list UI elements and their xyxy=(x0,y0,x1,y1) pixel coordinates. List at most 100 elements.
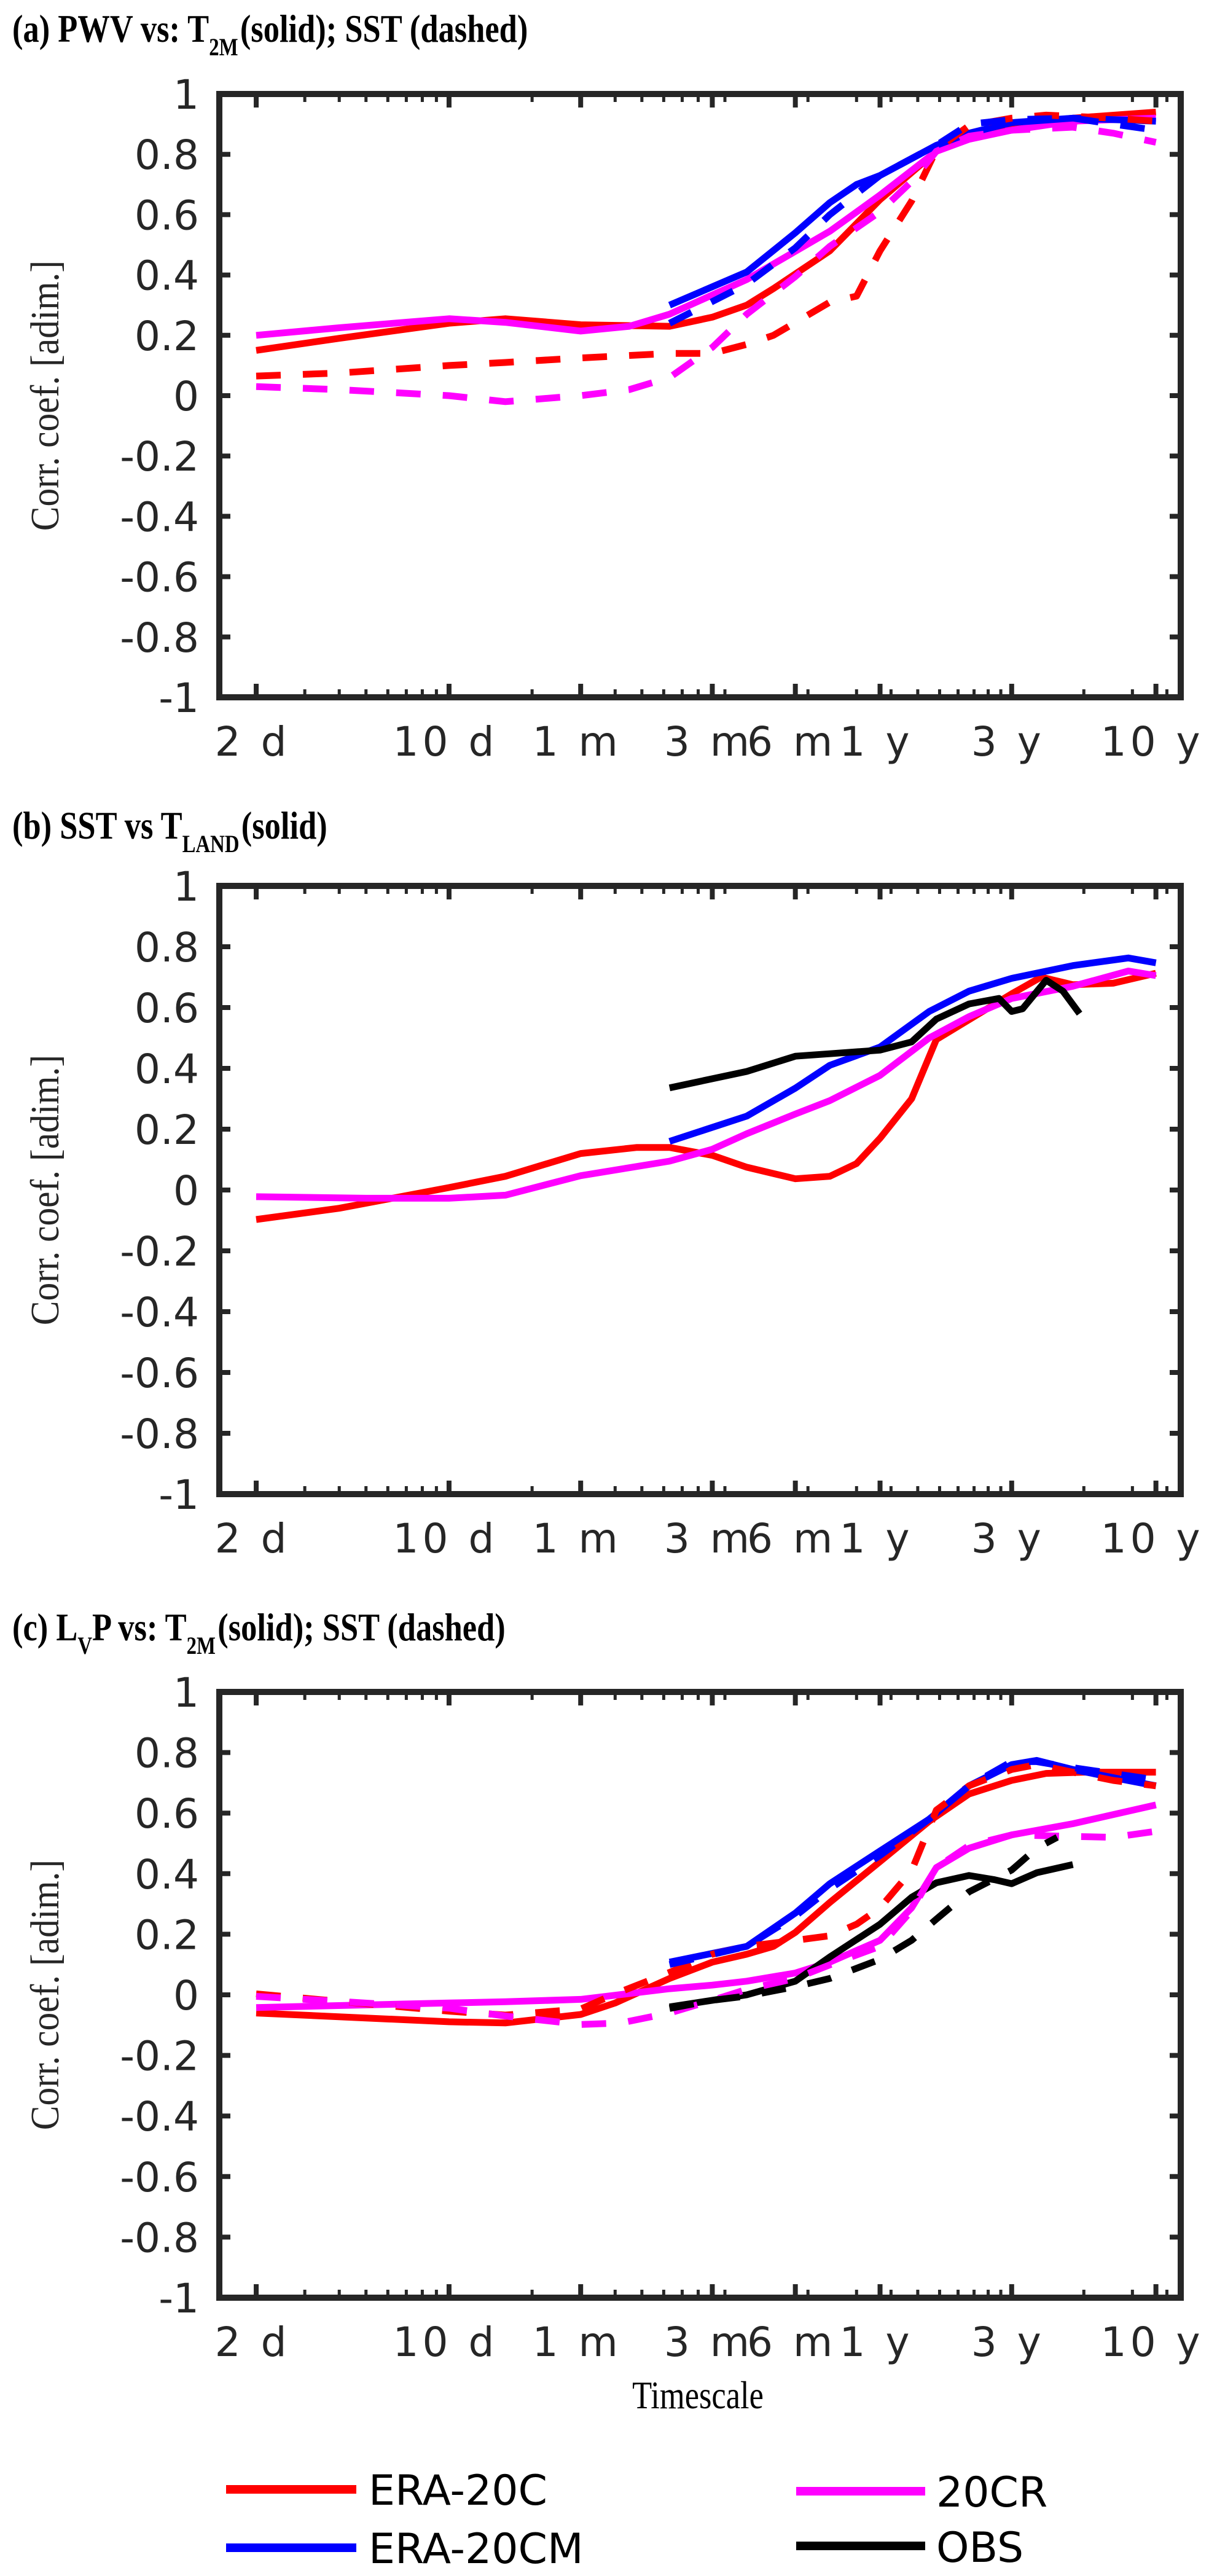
panel-a-xtick-label: 6 m xyxy=(747,718,836,765)
legend-item-20cr: 20CR xyxy=(796,2468,1047,2517)
panel-c: (c) LVP vs: T2M(solid); SST (dashed) 1 0.… xyxy=(12,1605,1204,2366)
panel-a-curves xyxy=(256,109,1157,405)
panel-a-title: (a) PWV vs: T2M(solid); SST (dashed) xyxy=(12,7,528,61)
panel-a-series-era-20cm-vs-sst xyxy=(668,114,1157,327)
panel-b-ytick-label: -1 xyxy=(158,1471,199,1519)
panel-c-ytick-label: 0.4 xyxy=(135,1851,199,1898)
panel-b-ytick-label: 0.2 xyxy=(135,1106,199,1154)
panel-c-series-obs-vs-t2m xyxy=(669,1861,1074,2011)
panel-c-ytick-label: -0.2 xyxy=(120,2033,199,2080)
panel-c-ytick-label: -0.8 xyxy=(120,2214,199,2261)
panel-c-axes: 1 0.8 0.6 0.4 0.2 0 -0.2 -0.4 -0.6 -0.8 -1 2 d 10 d 1… xyxy=(120,1669,1204,2366)
panel-c-xtick-label: 10 d xyxy=(393,2319,498,2366)
panel-b-ytick-label: -0.6 xyxy=(120,1350,199,1397)
panel-a-series-20cr-vs-sst xyxy=(256,123,1157,405)
panel-a-ytick-label: 0.2 xyxy=(135,313,199,360)
panel-a-ytick-label: 0.4 xyxy=(135,253,199,300)
panel-b-xtick-label: 10 y xyxy=(1101,1515,1204,1562)
panel-c-xtick-label: 10 y xyxy=(1101,2319,1204,2366)
panel-c-series-era-20c-vs-t2m xyxy=(256,1769,1156,2027)
panel-c-xtick-label: 3 y xyxy=(971,2319,1045,2366)
panel-b: (b) SST vs TLAND(solid) 1 0.8 0.6 0.4 0.2 0 -0… xyxy=(12,804,1204,1562)
panel-a-xtick-label: 10 d xyxy=(393,718,498,765)
panel-a-ytick-label: -0.8 xyxy=(120,614,199,662)
panel-a-series-era-20c-vs-t2m xyxy=(256,109,1156,354)
panel-b-xtick-label: 1 m xyxy=(533,1515,622,1562)
panel-a-ytick-label: 1 xyxy=(173,71,199,119)
panel-c-xtick-label: 2 d xyxy=(215,2319,291,2366)
panel-b-ylabel: Corr. coef. [adim.] xyxy=(22,1055,68,1325)
panel-b-xtick-label: 1 y xyxy=(840,1515,914,1562)
panel-b-series-era-20c xyxy=(256,969,1157,1223)
panel-a-ytick-label: -1 xyxy=(158,675,199,722)
panel-c-series-era-20cm-vs-sst xyxy=(668,1758,1157,1968)
panel-b-title: (b) SST vs TLAND(solid) xyxy=(12,804,327,858)
panel-c-ylabel: Corr. coef. [adim.] xyxy=(22,1860,68,2130)
panel-b-xtick-label: 6 m xyxy=(747,1515,836,1562)
panel-c-xtick-label: 6 m xyxy=(747,2319,836,2366)
panel-a-ytick-label: -0.6 xyxy=(120,554,199,601)
panel-c-plot-frame xyxy=(216,1689,1184,2301)
panel-b-xtick-label: 3 y xyxy=(971,1515,1045,1562)
panel-b-curves xyxy=(256,954,1157,1223)
legend-label-obs: OBS xyxy=(936,2524,1023,2572)
panel-a-ytick-label: 0.8 xyxy=(135,131,199,179)
panel-b-series-obs xyxy=(668,977,1082,1092)
panel-c-series-20cr-vs-t2m xyxy=(256,1801,1157,2011)
panel-a-xtick-label: 3 y xyxy=(971,718,1045,765)
panel-b-xtick-label: 3 m xyxy=(664,1515,753,1562)
panel-c-xtick-label: 3 m xyxy=(664,2319,753,2366)
panel-b-ytick-label: 1 xyxy=(173,863,199,910)
panel-a-xtick-label: 3 m xyxy=(664,718,753,765)
legend: ERA-20C 20CR ERA-20CM OBS xyxy=(226,2467,1047,2574)
panel-b-ytick-label: -0.2 xyxy=(120,1228,199,1275)
panel-b-xtick-label: 2 d xyxy=(215,1515,291,1562)
legend-label-era-20c: ERA-20C xyxy=(369,2467,547,2515)
panel-a-ytick-label: -0.2 xyxy=(120,433,199,480)
panel-a-xtick-label: 1 y xyxy=(840,718,914,765)
panel-c-series-era-20c-vs-sst xyxy=(256,1761,1157,2019)
legend-item-obs: OBS xyxy=(796,2524,1023,2572)
panel-c-ytick-label: -1 xyxy=(158,2275,199,2322)
panel-b-series-era-20cm xyxy=(668,954,1157,1145)
panel-c-title: (c) LVP vs: T2M(solid); SST (dashed) xyxy=(12,1605,506,1659)
panel-c-ytick-label: 1 xyxy=(173,1669,199,1717)
panel-a-xtick-label: 10 y xyxy=(1101,718,1204,765)
legend-label-20cr: 20CR xyxy=(936,2468,1047,2517)
panel-b-xtick-label: 10 d xyxy=(393,1515,498,1562)
legend-label-era-20cm: ERA-20CM xyxy=(369,2525,584,2574)
panel-c-ytick-label: 0 xyxy=(173,1972,199,2019)
panel-a-series-era-20c-vs-sst xyxy=(256,111,1156,380)
panel-c-xtick-label: 1 y xyxy=(840,2319,914,2366)
panel-a-ylabel: Corr. coef. [adim.] xyxy=(22,260,68,531)
panel-a-ytick-label: -0.4 xyxy=(120,493,199,541)
panel-b-axes: 1 0.8 0.6 0.4 0.2 0 -0.2 -0.4 -0.6 -0.8 -1 2 d 10 d 1… xyxy=(120,863,1204,1562)
panel-b-ytick-label: 0.4 xyxy=(135,1046,199,1093)
x-axis-label: Timescale xyxy=(632,2373,764,2417)
panel-c-ytick-label: 0.6 xyxy=(135,1790,199,1838)
panel-b-ytick-label: -0.4 xyxy=(120,1289,199,1336)
panel-b-ytick-label: -0.8 xyxy=(120,1411,199,1458)
panel-b-ytick-label: 0.8 xyxy=(135,924,199,971)
panel-b-ytick-label: 0 xyxy=(173,1167,199,1215)
panel-c-xtick-label: 1 m xyxy=(533,2319,622,2366)
panel-c-ytick-label: -0.4 xyxy=(120,2093,199,2140)
panel-b-ytick-label: 0.6 xyxy=(135,985,199,1032)
legend-item-era-20cm: ERA-20CM xyxy=(226,2525,584,2574)
panel-c-series-20cr-vs-sst xyxy=(256,1828,1157,2028)
legend-item-era-20c: ERA-20C xyxy=(226,2467,547,2515)
panel-c-ytick-label: -0.6 xyxy=(120,2154,199,2201)
panel-a-plot-frame xyxy=(216,91,1184,700)
panel-a-series-era-20cm-vs-t2m xyxy=(668,114,1156,308)
panel-b-plot-frame xyxy=(216,883,1184,1497)
panel-c-ytick-label: 0.2 xyxy=(135,1911,199,1959)
panel-c-curves xyxy=(256,1756,1157,2028)
panel-a-xtick-label: 1 m xyxy=(533,718,622,765)
panel-a-ytick-label: 0 xyxy=(173,373,199,420)
panel-b-series-20cr xyxy=(256,968,1157,1202)
panel-a-axes: 1 0.8 0.6 0.4 0.2 0 -0.2 -0.4 -0.6 -0.8 -1 2 d 10 d 1… xyxy=(120,71,1204,765)
panel-a-xtick-label: 2 d xyxy=(215,718,291,765)
panel-a-ytick-label: 0.6 xyxy=(135,192,199,239)
panel-a: (a) PWV vs: T2M(solid); SST (dashed) 1 0.… xyxy=(12,7,1204,765)
